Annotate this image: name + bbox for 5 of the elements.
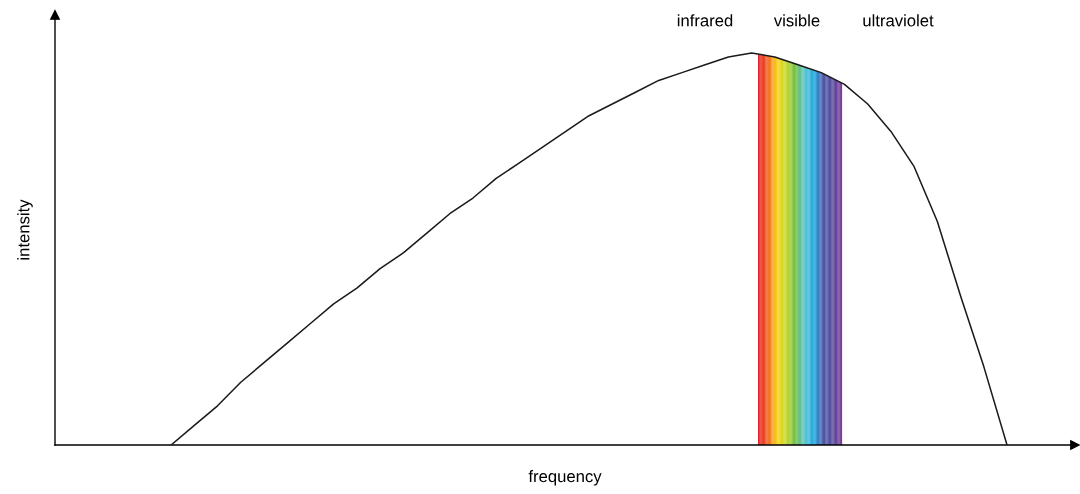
text: infrared [677, 14, 733, 27]
x-axis-title: frequency [528, 470, 602, 486]
y-axis-title: intensity [17, 199, 33, 260]
text: ultraviolet [863, 14, 934, 27]
text: visible [773, 14, 820, 27]
